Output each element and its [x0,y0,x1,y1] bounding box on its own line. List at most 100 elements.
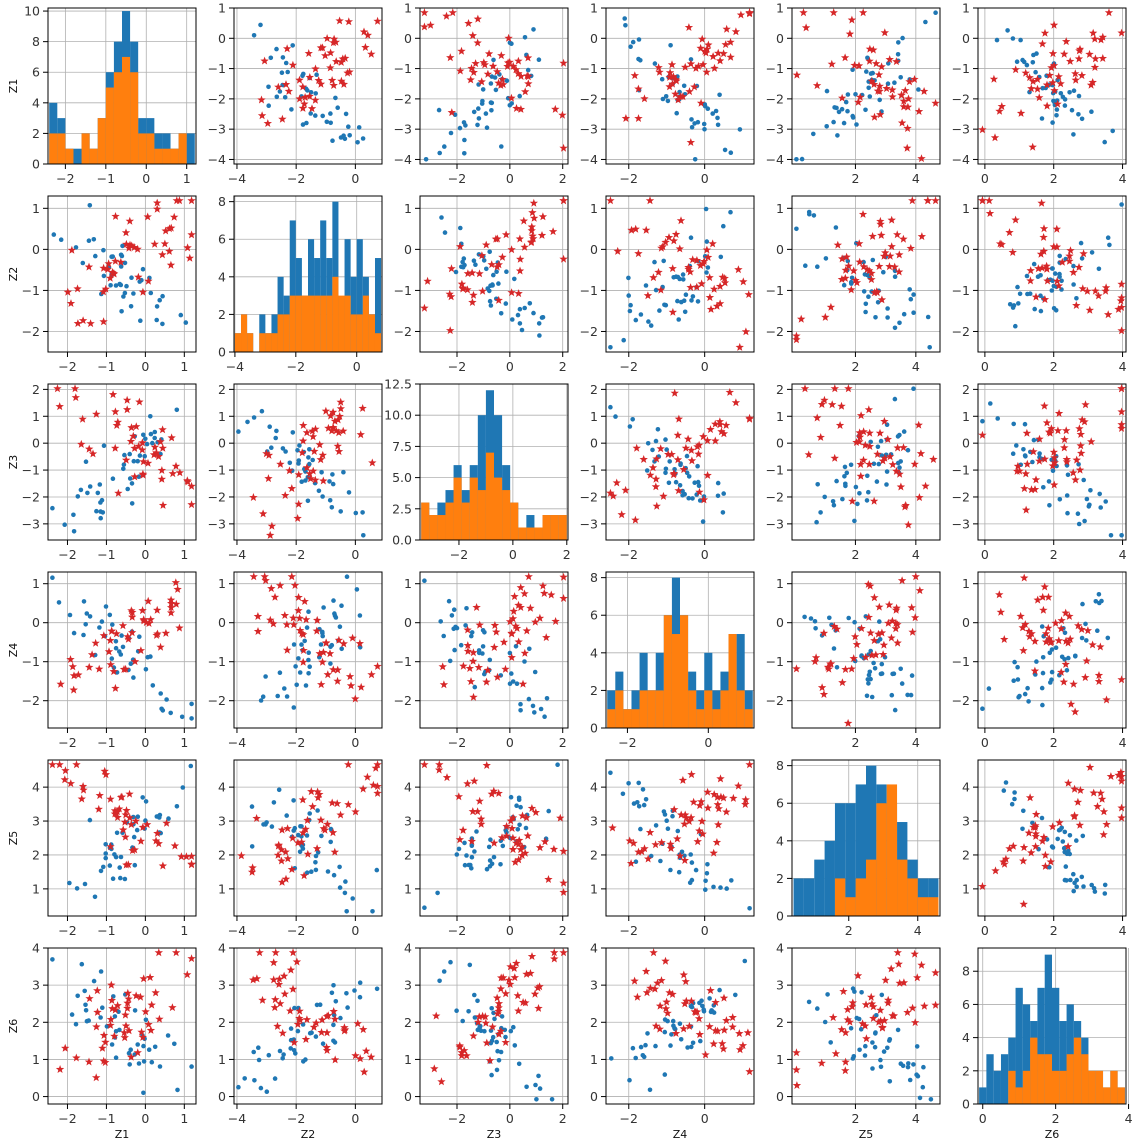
x-tick-label: 0 [506,1111,514,1126]
panel-border [977,759,1127,917]
scatter-point-blue [636,780,641,786]
scatter-point-red-star [316,815,326,824]
scatter-point-red-star [559,143,568,152]
scatter-point-blue [291,798,296,803]
scatter-point-red-star [493,672,502,681]
scatter-point-blue [676,869,682,875]
scatter-point-red-star [55,1065,65,1073]
panel-border [233,571,383,729]
scatter-point-red-star [706,425,715,434]
scatter-point-red-star [899,96,908,105]
scatter-point-blue [354,587,360,592]
hist-bar-orange [350,314,357,352]
scatter-point-blue [475,122,480,128]
hist-bar-orange [534,527,543,540]
scatter-point-blue [258,22,263,28]
hist-bar-orange [162,148,171,164]
scatter-point-red-star [359,1025,368,1034]
hist-bar-orange [344,295,351,352]
x-tick-label: 2 [851,735,859,750]
x-tick-label: 2 [1050,923,1058,938]
scatter-point-blue [346,490,352,495]
y-tick-label: 4 [590,780,598,795]
scatter-point-red-star [841,665,850,673]
y-tick-label: 2 [590,847,598,862]
scatter-point-red-star [844,384,853,393]
scatter-point-blue [79,961,85,967]
scatter-point-blue [986,686,992,691]
y-tick-label: 2 [404,1015,412,1030]
y-tick-label: 0 [404,31,412,46]
scatter-point-red-star [297,629,307,638]
scatter-point-blue [1102,139,1107,145]
scatter-point-blue [469,633,474,639]
scatter-point-red-star [907,603,916,612]
scatter-point-red-star [997,102,1006,110]
scatter-point-red-star [670,388,679,397]
scatter-point-blue [517,93,522,99]
scatter-point-blue [995,416,1000,421]
scatter-point-red-star [146,615,155,624]
scatter-point-blue [662,302,667,308]
y-tick-label: 4 [404,941,412,956]
scatter-point-blue [1059,654,1065,660]
scatter-point-blue [1087,502,1092,508]
scatter-point-red-star [655,1024,664,1033]
scatter-point-red-star [1052,242,1062,251]
scatter-point-red-star [351,694,360,703]
scatter-point-blue [504,78,510,83]
y-tick-label: 2 [218,307,226,322]
panel-border [47,195,197,353]
scatter-point-blue [300,122,306,127]
scatter-point-red-star [876,110,885,119]
y-tick-label: −2 [394,324,412,339]
scatter-point-red-star [1000,635,1009,643]
scatter-point-red-star [645,828,655,837]
scatter-point-blue [1031,437,1037,443]
scatter-point-blue [858,1027,864,1032]
scatter-point-blue [517,306,523,312]
scatter-point-red-star [715,299,725,308]
scatter-point-red-star [493,1009,502,1018]
scatter-point-red-star [237,851,246,860]
scatter-point-blue [633,1055,638,1061]
y-tick-label: −1 [394,61,412,76]
scatter-point-blue [1049,844,1055,849]
y-tick-label: 1 [404,1052,412,1067]
scatter-point-red-star [340,1025,350,1034]
scatter-point-red-star [877,628,887,637]
scatter-point-blue [179,714,185,720]
scatter-point-red-star [841,273,850,282]
scatter-point-red-star [326,411,335,420]
scatter-point-blue [288,1026,294,1031]
scatter-point-blue [87,484,93,489]
scatter-point-red-star [53,384,62,393]
y-tick-label: 1 [962,409,970,424]
scatter-point-blue [1016,301,1021,306]
scatter-point-red-star [104,647,114,656]
y-tick-label: 4 [962,780,970,795]
scatter-point-red-star [277,845,286,854]
scatter-point-red-star [506,979,515,988]
scatter-point-red-star [698,34,707,43]
scatter-point-red-star [867,650,877,659]
hist-bar-orange [886,784,898,916]
panel-r1-c2: −4 −2 0−4−3−2−101 [208,1,383,186]
scatter-point-blue [280,446,286,451]
scatter-point-red-star [477,819,486,828]
panel-border [233,195,383,353]
scatter-point-red-star [468,31,477,40]
scatter-point-blue [114,830,120,836]
scatter-point-red-star [99,263,108,272]
scatter-point-red-star [843,1015,852,1024]
y-tick-label: 5.0 [392,470,412,485]
scatter-point-red-star [531,617,540,626]
scatter-point-red-star [665,73,674,81]
scatter-point-blue [1098,505,1103,510]
scatter-point-blue [113,854,119,860]
scatter-point-blue [75,993,80,999]
y-tick-label: −1 [766,283,784,298]
scatter-point-blue [496,281,501,286]
scatter-point-blue [110,876,116,881]
